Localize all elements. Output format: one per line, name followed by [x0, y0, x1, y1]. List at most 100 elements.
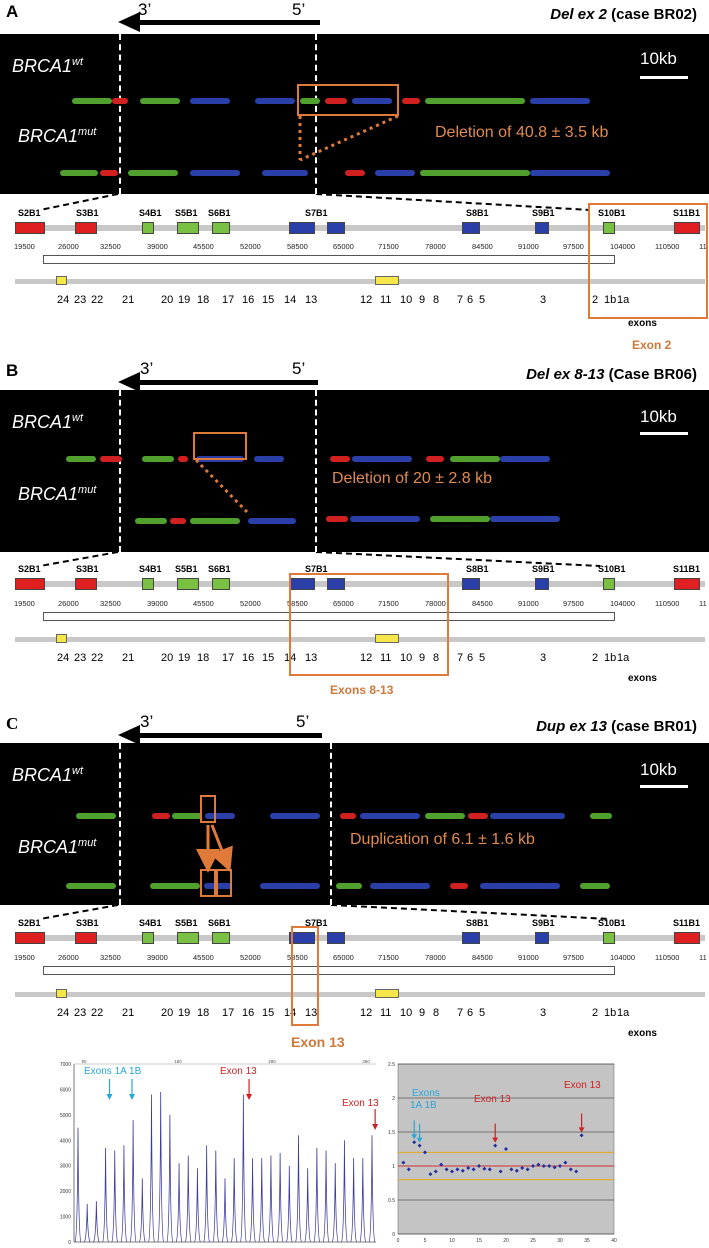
probe-track: S2B1 S3B1 S4B1 S5B1 S6B1 S7B1 S8B1 S9B1 … — [0, 208, 709, 238]
coordinate-label: 110500 — [655, 599, 680, 608]
x-tick-label: 30 — [557, 1238, 563, 1244]
probe-box — [603, 222, 615, 234]
exon-number: 9 — [419, 294, 426, 306]
deletion-projection-lines — [298, 114, 399, 162]
peak — [368, 1135, 376, 1243]
coordinate-label: 58500 — [287, 953, 308, 962]
exon-caption: Exon 2 — [632, 338, 672, 352]
probe-label: S6B1 — [208, 208, 231, 218]
probe-box — [603, 578, 615, 590]
probe-label: S11B1 — [673, 918, 701, 928]
peak — [359, 1158, 367, 1243]
exon-number: 9 — [419, 1007, 426, 1019]
y-tick-label: 4000 — [60, 1138, 71, 1144]
probe-track-bar — [15, 932, 705, 944]
coordinate-label: 45500 — [193, 242, 214, 251]
x-tick-label: 20 — [503, 1238, 509, 1244]
probe-label: S3B1 — [76, 564, 99, 574]
annotation-arrowhead — [578, 1127, 585, 1133]
probe-label: S3B1 — [76, 208, 99, 218]
probe-label: S5B1 — [175, 564, 198, 574]
peak — [166, 1114, 174, 1243]
fiber-mut-green — [150, 883, 200, 889]
exon-number: 10 — [400, 652, 413, 664]
peak — [341, 1140, 348, 1243]
probe-box — [462, 578, 480, 590]
exons-label: exons — [628, 1028, 657, 1039]
probe-box — [75, 222, 97, 234]
peak — [129, 1119, 137, 1243]
coordinate-axis: 19500 26000 32500 39000 45500 52000 5850… — [0, 599, 709, 625]
peak — [203, 1145, 210, 1243]
annotation-exon13-a: Exon 13 — [474, 1094, 511, 1105]
exon-number: 23 — [74, 294, 87, 306]
exon-number: 2 — [592, 652, 599, 664]
coordinate-label: 65000 — [333, 953, 354, 962]
exon-number: 24 — [57, 1007, 70, 1019]
fiber-wt-blue — [490, 813, 565, 819]
probe-box — [177, 932, 199, 944]
coordinate-label: 104000 — [610, 953, 636, 962]
exon-number: 20 — [161, 652, 174, 664]
exon-number: 2 — [592, 1007, 599, 1019]
exon-track: 24 23 22 21 20 19 18 17 16 15 14 13 12 1… — [0, 634, 709, 674]
coordinate-label: 84500 — [472, 599, 493, 608]
ratio-scatter-chart: 2.5 2 1.5 1 0.5 00 5 10 15 20 25 30 35 40 — [388, 1062, 617, 1244]
exon-number: 24 — [57, 652, 70, 664]
probe-track: S2B1 S3B1 S4B1 S5B1 S6B1 S7B1 S8B1 S9B1 … — [0, 918, 709, 948]
panel-letter: B — [6, 361, 19, 380]
fiber-mut-blue — [262, 170, 308, 176]
data-point — [450, 1169, 454, 1174]
exon-caption: Exons 8-13 — [330, 683, 394, 697]
exon-number: 21 — [122, 652, 135, 664]
top-tick-label: 280 — [268, 1059, 276, 1064]
probe-box — [15, 932, 45, 944]
exon-number: 19 — [178, 294, 191, 306]
probe-box — [15, 222, 45, 234]
fiber-wt-green — [140, 98, 180, 104]
y-tick-label: 1 — [392, 1164, 395, 1170]
electropherogram-chart: 7000 6000 5000 4000 3000 2000 1000 0 90 180 280 360 — [60, 1059, 379, 1246]
coordinate-label: 71500 — [378, 953, 399, 962]
exon-number: 3 — [540, 294, 547, 306]
genotype-wt-label: BRCA1wt — [12, 412, 84, 432]
coordinate-label: 91000 — [518, 953, 539, 962]
exon-block — [56, 634, 67, 643]
probe-label: S7B1 — [305, 564, 328, 574]
exon-number: 8 — [433, 652, 440, 664]
top-tick-label: 360 — [362, 1059, 370, 1064]
orientation-5prime: 5’ — [292, 359, 306, 378]
peak — [249, 1158, 256, 1243]
mlpa-electropherogram: 7000 6000 5000 4000 3000 2000 1000 0 90 180 280 360… — [58, 1056, 380, 1246]
fiber-mut-blue — [204, 883, 232, 889]
fiber-mut-green — [420, 170, 530, 176]
exon-number: 9 — [419, 652, 426, 664]
probe-label: S10B1 — [598, 918, 626, 928]
y-tick-label: 0 — [392, 1232, 395, 1238]
scalebar — [640, 76, 688, 79]
fiber-boundary-right — [330, 743, 332, 905]
probe-label: S3B1 — [76, 918, 99, 928]
probe-box — [142, 932, 154, 944]
y-tick-label: 6000 — [60, 1087, 71, 1093]
probe-box — [142, 222, 154, 234]
annotation-arrowhead — [416, 1137, 423, 1143]
y-tick-label: 3000 — [60, 1164, 71, 1170]
coordinate-box — [43, 255, 615, 264]
deletion-region-box — [193, 432, 247, 460]
coordinate-label: 65000 — [333, 599, 354, 608]
data-point — [568, 1167, 573, 1172]
exon-number: 15 — [262, 1007, 275, 1019]
exon-block — [56, 276, 67, 285]
fiber-wt-red — [178, 456, 188, 462]
probe-box — [327, 578, 345, 590]
annotation-arrowhead — [492, 1137, 499, 1143]
y-tick-label: 1000 — [60, 1215, 71, 1221]
peak — [175, 1163, 183, 1243]
peak — [230, 1158, 238, 1243]
exon-number: 6 — [467, 652, 474, 664]
peak — [331, 1163, 339, 1243]
coordinate-label: 26000 — [58, 953, 79, 962]
probe-box — [15, 578, 45, 590]
peak — [313, 1147, 321, 1243]
